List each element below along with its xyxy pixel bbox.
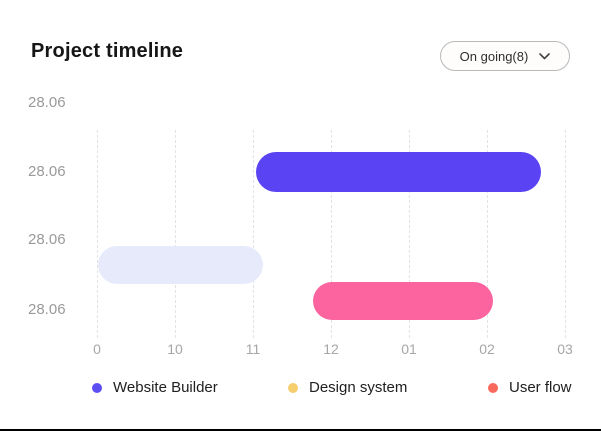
website-builder-bar bbox=[256, 152, 541, 192]
x-tick-11: 11 bbox=[245, 341, 261, 357]
gridline-11 bbox=[253, 130, 254, 338]
user-flow-bar bbox=[313, 282, 494, 320]
design-system-bar bbox=[97, 246, 264, 284]
gridline-01 bbox=[409, 130, 410, 338]
legend-dot-website-builder bbox=[92, 383, 102, 393]
x-tick-12: 12 bbox=[323, 341, 339, 357]
legend-dot-design-system bbox=[288, 383, 298, 393]
gridline-03 bbox=[565, 130, 566, 338]
bottom-divider bbox=[0, 429, 601, 431]
legend-item-website-builder: Website Builder bbox=[92, 379, 218, 397]
page-title: Project timeline bbox=[31, 40, 184, 62]
y-label-4: 28.06 bbox=[28, 301, 66, 318]
gridline-12 bbox=[331, 130, 332, 338]
y-label-3: 28.06 bbox=[28, 231, 66, 248]
gridline-10 bbox=[175, 130, 176, 338]
x-tick-02: 02 bbox=[479, 341, 495, 357]
ongoing-filter-dropdown[interactable]: On going(8) bbox=[440, 41, 570, 71]
y-label-1: 28.06 bbox=[28, 94, 66, 111]
y-label-2: 28.06 bbox=[28, 163, 66, 180]
x-tick-10: 10 bbox=[167, 341, 183, 357]
legend-label-website-builder: Website Builder bbox=[113, 379, 218, 396]
legend-item-design-system: Design system bbox=[288, 379, 407, 397]
legend-label-design-system: Design system bbox=[309, 379, 408, 396]
chevron-down-icon bbox=[539, 52, 551, 60]
gridline-02 bbox=[487, 130, 488, 338]
ongoing-filter-label: On going(8) bbox=[459, 48, 529, 64]
gridline-0 bbox=[97, 130, 98, 338]
x-tick-0: 0 bbox=[93, 341, 101, 357]
legend-dot-user-flow bbox=[488, 383, 498, 393]
legend-item-user-flow: User flow bbox=[488, 379, 572, 397]
x-tick-01: 01 bbox=[401, 341, 417, 357]
legend-label-user-flow: User flow bbox=[509, 379, 572, 396]
x-tick-03: 03 bbox=[557, 341, 573, 357]
